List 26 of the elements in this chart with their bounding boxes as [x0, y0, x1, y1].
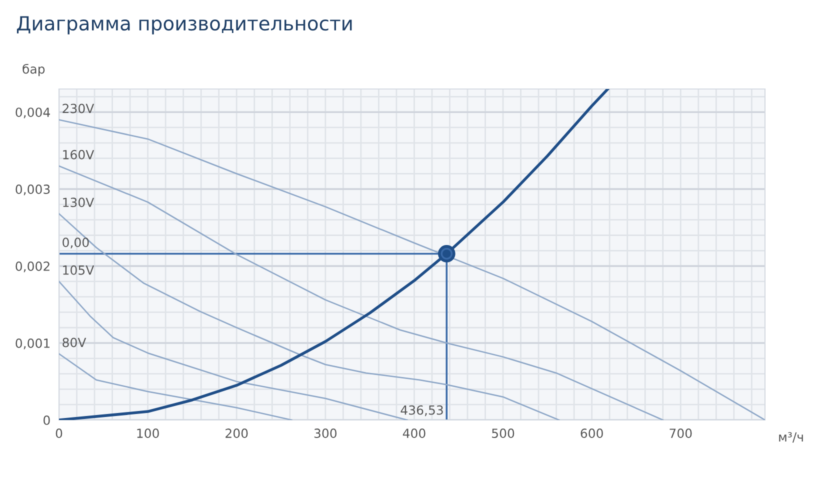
series-label: 80V — [62, 338, 86, 348]
ref-line-label: 436,53 — [400, 405, 443, 416]
x-axis-title: м³/ч — [779, 432, 803, 443]
x-tick-label: 500 — [492, 428, 514, 438]
x-tick-label: 400 — [402, 428, 426, 438]
y-tick-label: 0,004 — [16, 108, 50, 118]
ref-line-label: 0,00 — [62, 238, 89, 248]
line-series — [59, 213, 560, 420]
x-tick-label: 700 — [670, 428, 692, 438]
series-label: 130V — [63, 198, 94, 208]
chart-title: Диаграмма производительности — [16, 16, 352, 34]
x-tick-label: 0 — [56, 428, 62, 438]
y-tick-label: 0,002 — [16, 262, 50, 272]
x-tick-label: 600 — [580, 428, 603, 438]
y-tick-label: 0,001 — [16, 338, 50, 350]
x-tick-label: 200 — [226, 428, 248, 438]
y-tick-label: 0 — [44, 415, 50, 425]
series-label: 230V — [62, 104, 94, 114]
x-tick-label: 300 — [314, 428, 337, 438]
line-series — [59, 353, 292, 420]
series-label: 105V — [63, 265, 94, 275]
line-series — [59, 165, 664, 420]
series-label: 160V — [63, 150, 94, 160]
y-tick-label: 0,003 — [16, 184, 50, 196]
y-axis-title: бар — [22, 64, 45, 76]
x-tick-label: 100 — [137, 428, 159, 438]
